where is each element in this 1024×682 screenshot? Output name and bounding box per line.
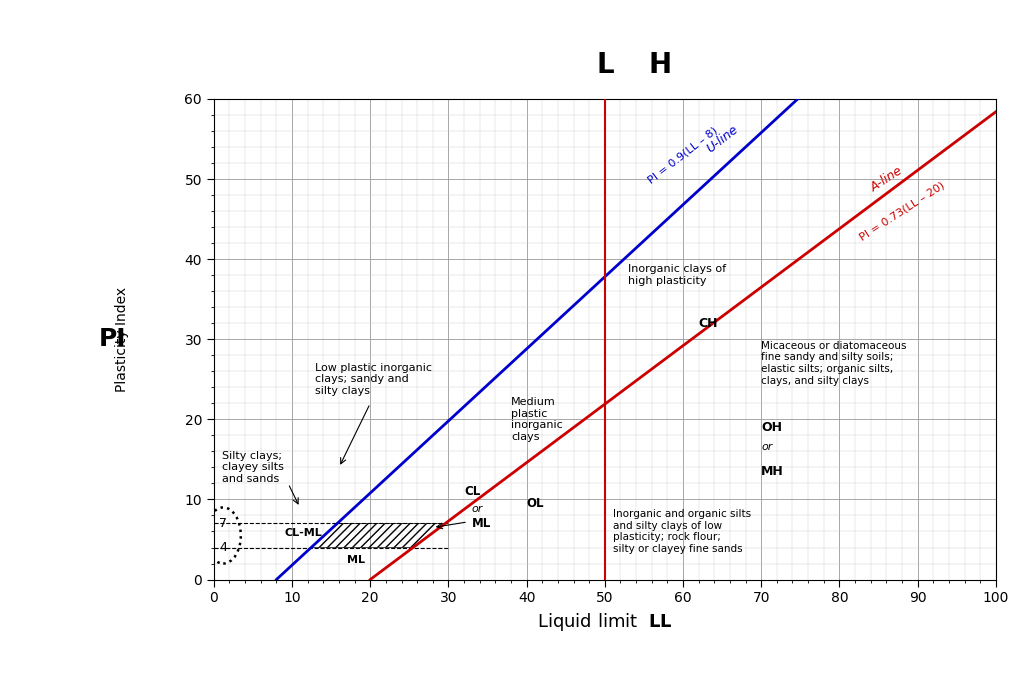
Text: U-line: U-line bbox=[703, 123, 740, 155]
Text: A-line: A-line bbox=[868, 164, 905, 194]
Text: 7: 7 bbox=[219, 517, 227, 530]
Text: MH: MH bbox=[761, 465, 784, 478]
Text: OL: OL bbox=[526, 497, 544, 510]
Text: ML: ML bbox=[472, 517, 492, 530]
Text: Micaceous or diatomaceous
fine sandy and silty soils;
elastic silts; organic sil: Micaceous or diatomaceous fine sandy and… bbox=[761, 341, 906, 386]
Text: 4: 4 bbox=[219, 541, 227, 554]
Text: PI = 0.9(LL – 8): PI = 0.9(LL – 8) bbox=[646, 125, 720, 186]
Text: Low plastic inorganic
clays; sandy and
silty clays: Low plastic inorganic clays; sandy and s… bbox=[315, 363, 432, 396]
Text: ML: ML bbox=[347, 554, 365, 565]
Text: or: or bbox=[472, 504, 483, 514]
Text: PI = 0.73(LL – 20): PI = 0.73(LL – 20) bbox=[858, 180, 946, 242]
Text: OH: OH bbox=[761, 421, 782, 434]
Text: H: H bbox=[648, 51, 671, 79]
Text: CL-ML: CL-ML bbox=[285, 528, 322, 538]
Text: CH: CH bbox=[698, 316, 718, 329]
Y-axis label: Plasticity Index: Plasticity Index bbox=[115, 286, 129, 392]
Text: Inorganic clays of
high plasticity: Inorganic clays of high plasticity bbox=[629, 265, 726, 286]
Text: CL: CL bbox=[464, 485, 480, 498]
Text: Medium
plastic
inorganic
clays: Medium plastic inorganic clays bbox=[511, 397, 563, 442]
Text: PI: PI bbox=[98, 327, 126, 351]
Text: Silty clays;
clayey silts
and sands: Silty clays; clayey silts and sands bbox=[221, 451, 284, 484]
Text: or: or bbox=[761, 443, 772, 452]
X-axis label: Liquid limit  $\mathbf{LL}$: Liquid limit $\mathbf{LL}$ bbox=[538, 611, 673, 633]
Text: L: L bbox=[596, 51, 613, 79]
Text: Inorganic and organic silts
and silty clays of low
plasticity; rock flour;
silty: Inorganic and organic silts and silty cl… bbox=[612, 509, 751, 554]
